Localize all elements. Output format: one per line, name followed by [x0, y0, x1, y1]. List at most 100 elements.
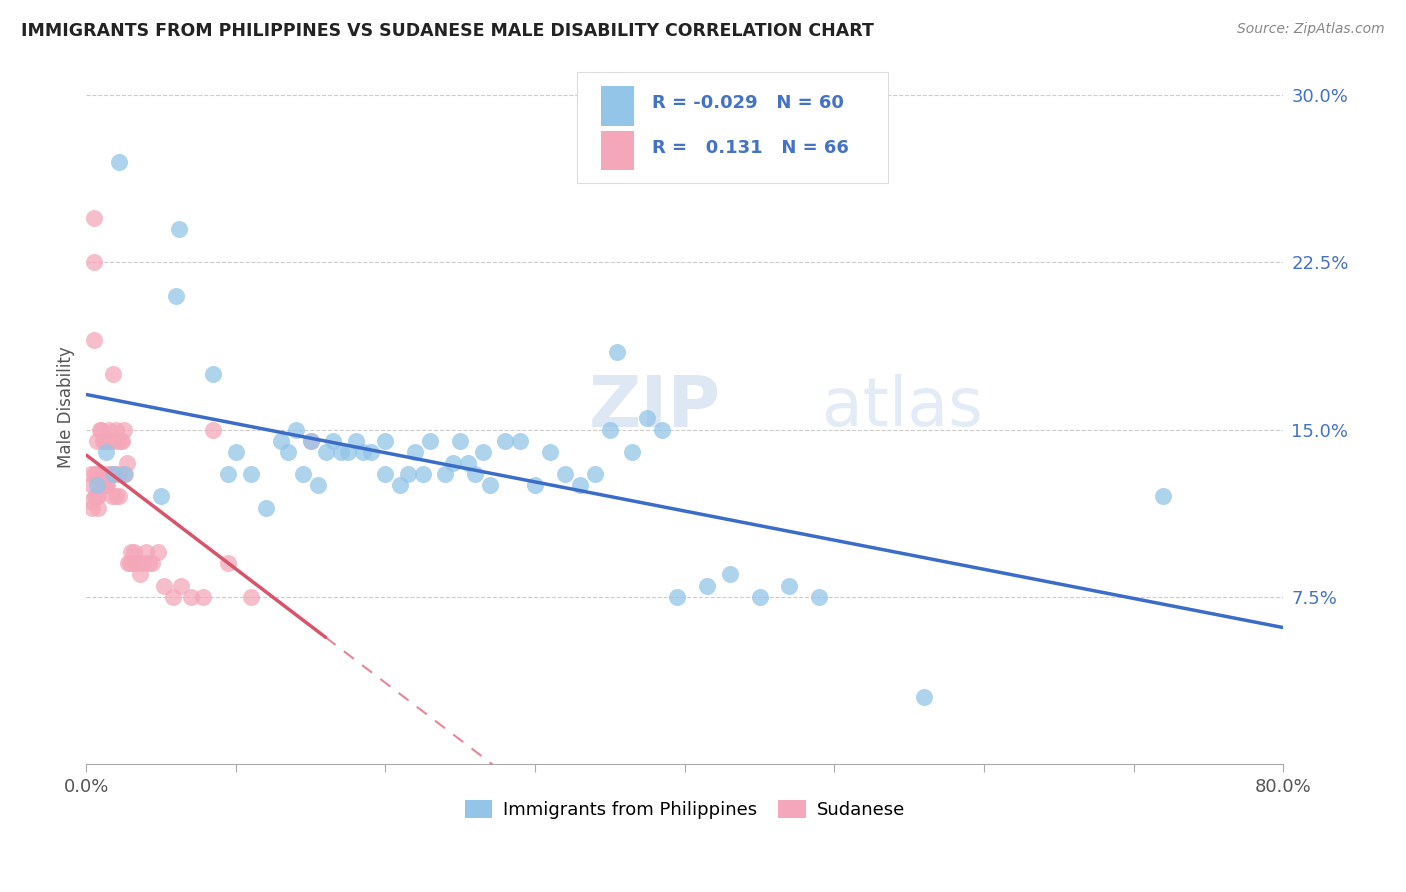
- Point: [86, 478, 108, 492]
- Point: [100, 489, 122, 503]
- Text: atlas: atlas: [823, 375, 983, 441]
- Point: [93, 467, 115, 482]
- Point: [94, 434, 117, 448]
- Text: ZIP: ZIP: [589, 373, 721, 442]
- Point: [217, 556, 239, 570]
- Point: [89, 423, 111, 437]
- Point: [239, 590, 262, 604]
- Point: [121, 556, 143, 570]
- Point: [162, 590, 184, 604]
- Text: R = -0.029   N = 60: R = -0.029 N = 60: [652, 94, 844, 112]
- Point: [360, 445, 382, 459]
- Point: [105, 489, 128, 503]
- Point: [569, 478, 592, 492]
- Point: [96, 434, 118, 448]
- Point: [120, 545, 142, 559]
- Point: [114, 467, 136, 482]
- Point: [96, 478, 118, 492]
- FancyBboxPatch shape: [600, 131, 634, 170]
- Point: [217, 467, 239, 482]
- Point: [146, 545, 169, 559]
- Point: [621, 445, 644, 459]
- Point: [538, 445, 561, 459]
- Point: [239, 467, 262, 482]
- Point: [91, 434, 114, 448]
- Point: [110, 434, 132, 448]
- Point: [404, 445, 426, 459]
- Point: [94, 478, 117, 492]
- Point: [419, 434, 441, 448]
- Point: [107, 434, 129, 448]
- Point: [122, 545, 145, 559]
- Point: [91, 478, 114, 492]
- Point: [374, 434, 396, 448]
- Point: [141, 556, 163, 570]
- Point: [315, 445, 337, 459]
- Point: [83, 211, 105, 225]
- Point: [284, 423, 307, 437]
- Point: [86, 489, 108, 503]
- Point: [225, 445, 247, 459]
- Point: [83, 255, 105, 269]
- Point: [138, 556, 160, 570]
- Point: [112, 467, 135, 482]
- Point: [808, 590, 831, 604]
- Point: [94, 445, 117, 459]
- Point: [153, 578, 176, 592]
- Point: [396, 467, 419, 482]
- Point: [254, 500, 277, 515]
- Point: [87, 500, 110, 515]
- Point: [108, 467, 131, 482]
- Legend: Immigrants from Philippines, Sudanese: Immigrants from Philippines, Sudanese: [457, 792, 912, 826]
- Point: [87, 467, 110, 482]
- Point: [666, 590, 689, 604]
- Point: [322, 434, 344, 448]
- Point: [374, 467, 396, 482]
- Point: [202, 423, 225, 437]
- Point: [457, 456, 479, 470]
- Point: [167, 222, 190, 236]
- Point: [778, 578, 800, 592]
- Point: [299, 434, 322, 448]
- Point: [90, 423, 112, 437]
- Point: [93, 434, 115, 448]
- Point: [105, 423, 128, 437]
- Point: [1152, 489, 1174, 503]
- Point: [97, 423, 120, 437]
- Point: [583, 467, 606, 482]
- Point: [103, 367, 125, 381]
- Text: IMMIGRANTS FROM PHILIPPINES VS SUDANESE MALE DISABILITY CORRELATION CHART: IMMIGRANTS FROM PHILIPPINES VS SUDANESE …: [21, 22, 875, 40]
- Point: [412, 467, 434, 482]
- Point: [748, 590, 770, 604]
- Point: [292, 467, 315, 482]
- Text: Source: ZipAtlas.com: Source: ZipAtlas.com: [1237, 22, 1385, 37]
- Point: [718, 567, 741, 582]
- Point: [509, 434, 531, 448]
- Point: [606, 344, 628, 359]
- Point: [449, 434, 471, 448]
- Point: [115, 456, 138, 470]
- Point: [80, 493, 103, 508]
- Point: [80, 467, 103, 482]
- Point: [344, 434, 367, 448]
- Point: [111, 434, 134, 448]
- Point: [84, 467, 107, 482]
- Text: R =   0.131   N = 66: R = 0.131 N = 66: [652, 138, 849, 157]
- Point: [337, 445, 360, 459]
- Point: [599, 423, 621, 437]
- Point: [127, 556, 149, 570]
- Point: [299, 434, 322, 448]
- Point: [90, 478, 112, 492]
- Point: [307, 478, 329, 492]
- Point: [108, 155, 131, 169]
- Point: [696, 578, 718, 592]
- Point: [103, 434, 125, 448]
- Point: [191, 590, 214, 604]
- FancyBboxPatch shape: [576, 72, 889, 183]
- Point: [108, 489, 131, 503]
- Point: [434, 467, 457, 482]
- Point: [270, 434, 292, 448]
- Point: [97, 467, 120, 482]
- Point: [100, 467, 122, 482]
- Point: [150, 489, 173, 503]
